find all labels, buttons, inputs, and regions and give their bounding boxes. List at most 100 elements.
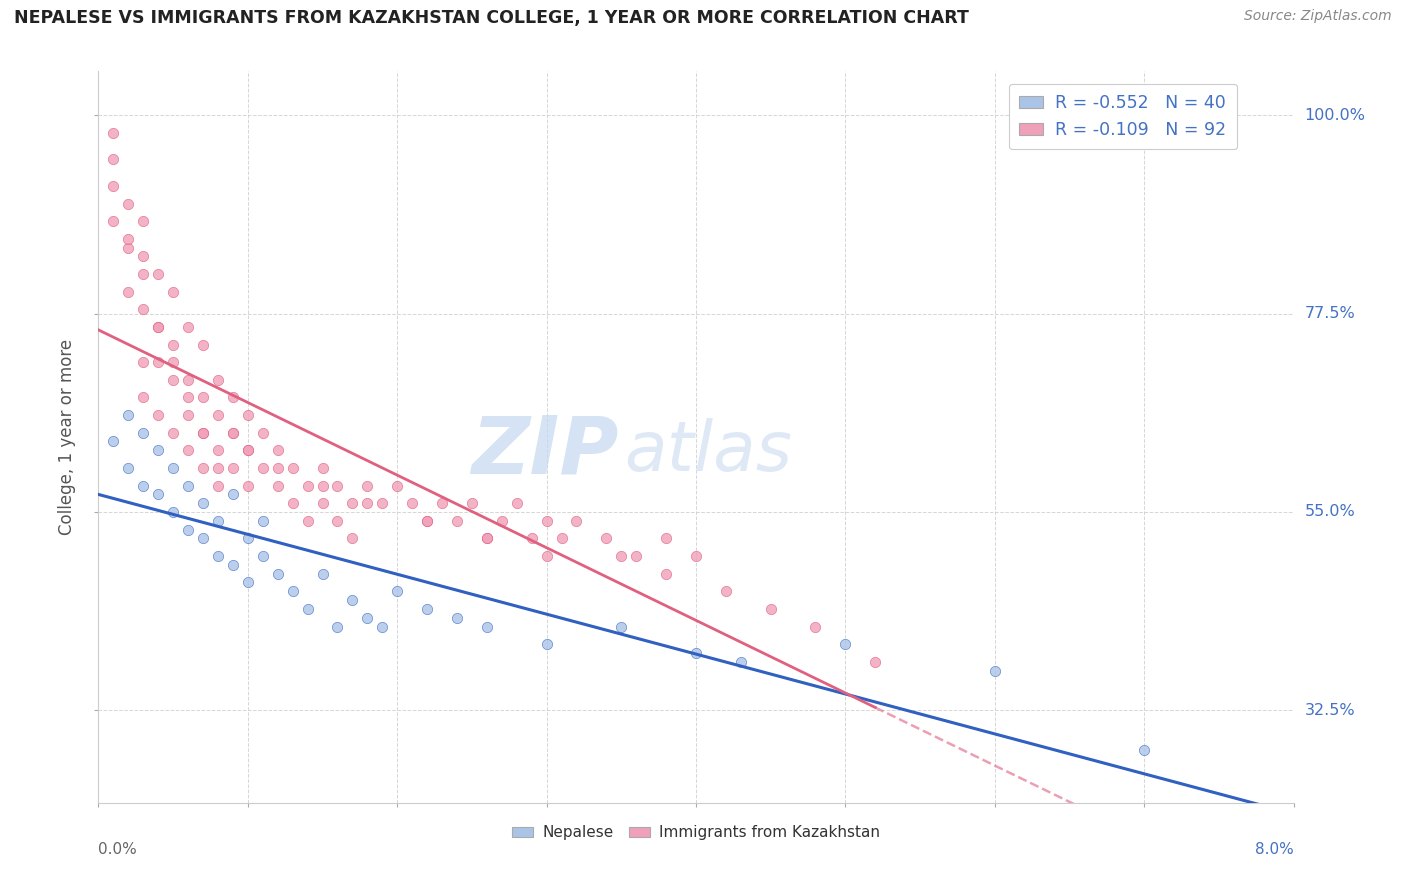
Point <box>236 408 259 422</box>
Point <box>191 337 214 351</box>
Text: 77.5%: 77.5% <box>1305 306 1355 321</box>
Point <box>148 320 170 334</box>
Point <box>297 478 319 492</box>
Point <box>162 461 184 475</box>
Point <box>103 214 125 228</box>
Point <box>356 611 378 625</box>
Point <box>311 461 333 475</box>
Point <box>177 478 200 492</box>
Point <box>371 619 394 633</box>
Point <box>222 487 245 501</box>
Point <box>536 514 558 528</box>
Point <box>475 619 498 633</box>
Point <box>267 566 290 581</box>
Point <box>148 355 170 369</box>
Point <box>446 611 468 625</box>
Point <box>536 549 558 563</box>
Point <box>685 646 707 660</box>
Text: NEPALESE VS IMMIGRANTS FROM KAZAKHSTAN COLLEGE, 1 YEAR OR MORE CORRELATION CHART: NEPALESE VS IMMIGRANTS FROM KAZAKHSTAN C… <box>14 9 969 27</box>
Point <box>311 496 333 510</box>
Point <box>401 496 423 510</box>
Point <box>311 478 333 492</box>
Point <box>236 532 259 546</box>
Point <box>326 619 349 633</box>
Point <box>177 523 200 537</box>
Point <box>162 425 184 440</box>
Point <box>191 391 214 405</box>
Point <box>117 232 139 246</box>
Point <box>984 664 1007 678</box>
Point <box>267 478 290 492</box>
Point <box>342 532 364 546</box>
Point <box>342 593 364 607</box>
Point <box>252 549 274 563</box>
Point <box>356 478 378 492</box>
Point <box>207 408 229 422</box>
Legend: R = -0.552   N = 40, R = -0.109   N = 92: R = -0.552 N = 40, R = -0.109 N = 92 <box>1008 84 1237 149</box>
Point <box>222 391 245 405</box>
Point <box>714 584 737 599</box>
Point <box>148 267 170 281</box>
Point <box>191 532 214 546</box>
Point <box>236 443 259 458</box>
Point <box>148 443 170 458</box>
Y-axis label: College, 1 year or more: College, 1 year or more <box>58 339 76 535</box>
Text: 8.0%: 8.0% <box>1254 842 1294 856</box>
Point <box>475 532 498 546</box>
Point <box>177 320 200 334</box>
Point <box>385 478 409 492</box>
Point <box>252 425 274 440</box>
Point <box>207 373 229 387</box>
Point <box>103 126 125 140</box>
Point <box>281 496 304 510</box>
Point <box>132 425 155 440</box>
Point <box>506 496 529 510</box>
Point <box>207 478 229 492</box>
Point <box>191 425 214 440</box>
Point <box>1133 743 1156 757</box>
Point <box>177 391 200 405</box>
Point <box>416 514 439 528</box>
Point <box>804 619 827 633</box>
Point <box>655 566 678 581</box>
Point <box>326 478 349 492</box>
Point <box>416 514 439 528</box>
Point <box>595 532 617 546</box>
Point <box>148 320 170 334</box>
Point <box>162 337 184 351</box>
Point <box>252 461 274 475</box>
Point <box>222 425 245 440</box>
Point <box>626 549 648 563</box>
Point <box>446 514 468 528</box>
Text: 55.0%: 55.0% <box>1305 505 1355 519</box>
Point <box>117 196 139 211</box>
Point <box>132 391 155 405</box>
Point <box>565 514 588 528</box>
Point <box>177 408 200 422</box>
Point <box>297 602 319 616</box>
Point <box>416 602 439 616</box>
Point <box>520 532 543 546</box>
Point <box>610 549 633 563</box>
Point <box>550 532 572 546</box>
Point <box>730 655 752 669</box>
Point <box>461 496 484 510</box>
Point <box>132 214 155 228</box>
Point <box>222 461 245 475</box>
Point <box>236 478 259 492</box>
Point <box>430 496 453 510</box>
Point <box>536 637 558 651</box>
Point <box>475 532 498 546</box>
Point <box>103 434 125 449</box>
Point <box>207 443 229 458</box>
Point <box>162 355 184 369</box>
Point <box>222 558 245 572</box>
Point <box>103 153 125 167</box>
Point <box>685 549 707 563</box>
Point <box>865 655 887 669</box>
Point <box>207 549 229 563</box>
Point <box>117 241 139 255</box>
Point <box>103 178 125 193</box>
Point <box>191 496 214 510</box>
Point <box>148 408 170 422</box>
